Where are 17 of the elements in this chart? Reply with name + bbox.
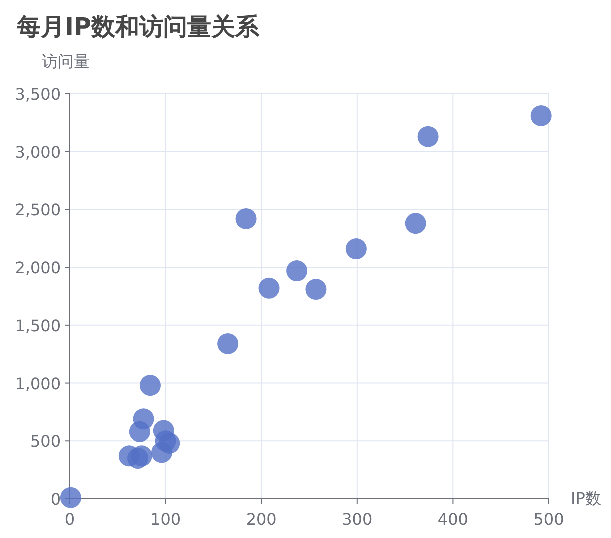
y-tick-label: 3,500 (15, 85, 61, 104)
chart-title: 每月IP数和访问量关系 (16, 13, 261, 41)
x-tick-label: 100 (150, 510, 182, 529)
y-axis-title: 访问量 (42, 52, 90, 71)
y-tick-label: 0 (50, 490, 61, 509)
y-tick-label: 2,500 (15, 200, 61, 220)
y-tick-label: 1,000 (15, 374, 61, 394)
y-tick-label: 500 (30, 432, 61, 452)
x-tick-label: 500 (534, 510, 564, 529)
x-axis-title: IP数 (571, 489, 602, 508)
y-tick-label: 2,000 (15, 258, 61, 278)
x-tick-label: 0 (64, 510, 76, 529)
y-tick-label: 1,500 (15, 316, 61, 336)
x-tick-label: 200 (246, 510, 277, 529)
x-tick-label: 400 (438, 510, 468, 529)
y-tick-label: 3,000 (15, 142, 61, 162)
x-tick-label: 300 (342, 510, 373, 529)
